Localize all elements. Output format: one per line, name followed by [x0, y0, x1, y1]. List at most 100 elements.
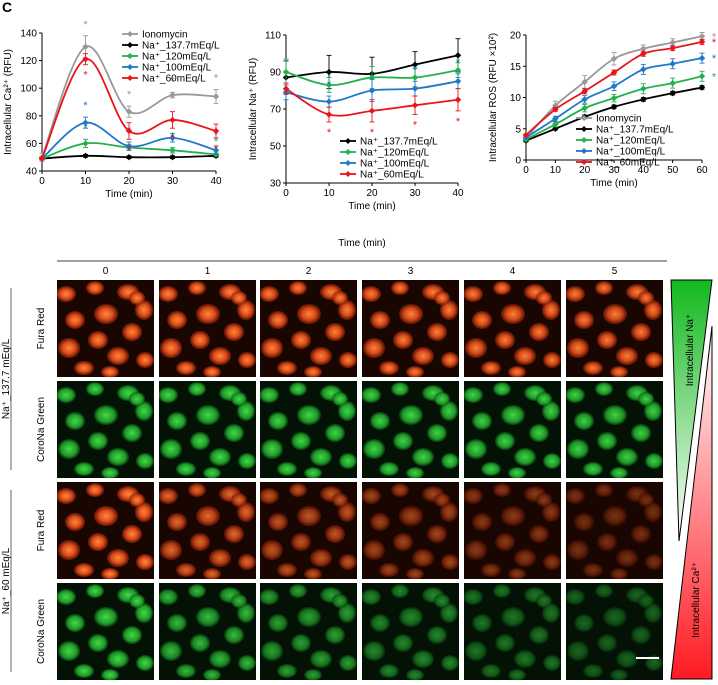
cell: [325, 525, 345, 543]
cell: [406, 467, 424, 478]
cell: [261, 439, 283, 459]
cell: [501, 304, 525, 324]
cell: [644, 300, 662, 320]
ros-point-na100: [581, 96, 588, 103]
cell: [260, 589, 279, 605]
cell: [209, 650, 231, 668]
cell: [536, 493, 552, 507]
calcium-point-na100: [82, 119, 89, 126]
sodium-legend-label-na137: Na⁺_137.7mEq/L: [360, 137, 438, 148]
ros-legend-marker-na137: [581, 126, 587, 132]
cell: [291, 634, 311, 652]
ros-significance-na100: *: [712, 53, 717, 65]
timepoint-label: 0: [103, 266, 109, 277]
cell: [399, 607, 423, 627]
cell: [209, 448, 231, 466]
cell: [332, 291, 348, 305]
cell: [370, 614, 390, 632]
cell: [542, 502, 560, 522]
cell: [86, 584, 104, 598]
cell: [616, 549, 638, 567]
cell: [136, 554, 154, 570]
cell: [412, 549, 434, 567]
timepoint-labels: 0 1 2 3 4 5: [103, 266, 618, 277]
cell: [434, 291, 450, 305]
micrograph-cells: [566, 483, 663, 579]
cell: [391, 382, 409, 396]
chart-calcium-ylabel: Intracellular Ca²⁺ (RFU): [3, 49, 14, 155]
channel-label-fura-red: Fura Red: [36, 308, 47, 350]
cell: [363, 439, 385, 459]
cell: [86, 382, 104, 396]
calcium-significance-ionomycin: *: [214, 73, 219, 85]
cell: [501, 506, 525, 526]
calcium-significance-ionomycin: *: [83, 19, 88, 31]
cell: [196, 304, 220, 324]
sodium-significance-na60: *: [456, 116, 461, 128]
chart-sodium: 30 50 70 90 110 0 10 20 30 40 Intracellular Na⁺ (…: [248, 31, 464, 213]
cell: [238, 352, 256, 368]
cell: [501, 405, 525, 425]
micrograph-cells: [260, 584, 357, 680]
calcium-point-na120: [82, 140, 89, 147]
ros-point-ionomycin: [610, 55, 618, 62]
cell: [441, 554, 459, 570]
cell: [595, 382, 613, 396]
chart-ros-xlabel: Time (min): [590, 178, 637, 189]
cell: [644, 401, 662, 421]
cell: [231, 291, 247, 305]
cell: [238, 554, 256, 570]
cell: [338, 603, 356, 623]
chart-calcium-axes: 40 60 80 100 120 140 0 10 20 30 40: [20, 29, 222, 188]
sodium-point-na120: [325, 81, 333, 89]
ros-legend-marker-na120: [581, 137, 587, 143]
ros-y-tick-label: 20: [510, 31, 522, 42]
cell: [645, 352, 663, 368]
cell: [122, 626, 142, 644]
calcium-y-tick-label: 140: [20, 29, 37, 40]
micrograph-cells: [57, 483, 154, 579]
sodium-x-tick-label: 40: [452, 188, 464, 199]
chart-sodium-ylabel: Intracellular Na⁺ (RFU): [248, 58, 259, 161]
cell: [203, 467, 221, 478]
cell: [583, 361, 603, 375]
cell: [638, 291, 654, 305]
calcium-significance-na60: *: [83, 70, 88, 82]
cell: [566, 286, 585, 302]
cell: [481, 563, 501, 577]
ros-point-na100: [698, 54, 706, 62]
ros-point-ionomycin: [640, 45, 647, 52]
cell: [472, 614, 492, 632]
ros-legend-label-na137: Na⁺_137.7mEq/L: [596, 125, 674, 136]
sodium-y-tick-label: 70: [270, 105, 282, 116]
cell: [160, 641, 182, 661]
cell: [289, 584, 307, 598]
cell: [261, 540, 283, 560]
calcium-significance-ionomycin: *: [170, 75, 175, 87]
calcium-point-na60: [38, 155, 46, 162]
cell: [310, 650, 332, 668]
cell: [74, 361, 94, 375]
cell: [631, 626, 651, 644]
cell: [427, 525, 447, 543]
ros-point-ionomycin: [669, 39, 676, 46]
cell: [644, 502, 662, 522]
cell: [481, 361, 501, 375]
cell: [196, 405, 220, 425]
ros-point-na120: [610, 94, 618, 102]
cell: [88, 533, 108, 551]
cell: [238, 453, 256, 469]
calcium-point-na60: [212, 127, 220, 135]
cell: [224, 323, 244, 341]
cell: [567, 439, 589, 459]
panel-label: C: [2, 0, 12, 15]
cell: [260, 488, 279, 504]
cell: [472, 513, 492, 531]
cell: [107, 549, 129, 567]
cell: [304, 366, 322, 377]
micrograph-fura-red-t4: [464, 482, 561, 579]
cell: [190, 432, 210, 450]
cell: [297, 405, 321, 425]
cell: [595, 281, 613, 295]
ros-y-tick-label: 10: [510, 93, 522, 104]
